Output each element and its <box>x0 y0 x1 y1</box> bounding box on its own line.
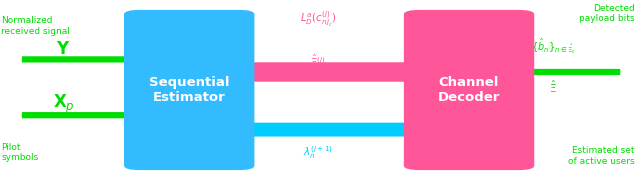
Text: $\hat{\Xi}$: $\hat{\Xi}$ <box>550 78 557 94</box>
Text: Pilot
symbols: Pilot symbols <box>1 143 39 162</box>
FancyBboxPatch shape <box>124 10 254 170</box>
Text: Estimated set
of active users: Estimated set of active users <box>568 146 635 166</box>
Text: Normalized
received signal: Normalized received signal <box>1 16 70 36</box>
Text: $\hat{\Xi}^{(j)}$: $\hat{\Xi}^{(j)}$ <box>310 53 326 69</box>
FancyBboxPatch shape <box>404 10 534 170</box>
Text: $\{\hat{b}_n\}_{n\in\hat{\Xi}_c}$: $\{\hat{b}_n\}_{n\in\hat{\Xi}_c}$ <box>530 37 576 57</box>
Text: $\mathbf{Y}$: $\mathbf{Y}$ <box>57 40 71 58</box>
Text: Sequential
Estimator: Sequential Estimator <box>149 76 230 104</box>
Text: $L_D^a(c_{nj_c}^{(j)})$: $L_D^a(c_{nj_c}^{(j)})$ <box>300 10 336 29</box>
Text: $\lambda_n^{(j+1)}$: $\lambda_n^{(j+1)}$ <box>303 145 333 161</box>
Text: $\mathbf{X}_p$: $\mathbf{X}_p$ <box>53 93 74 116</box>
Text: Detected
payload bits: Detected payload bits <box>579 4 635 23</box>
Text: Channel
Decoder: Channel Decoder <box>438 76 501 104</box>
